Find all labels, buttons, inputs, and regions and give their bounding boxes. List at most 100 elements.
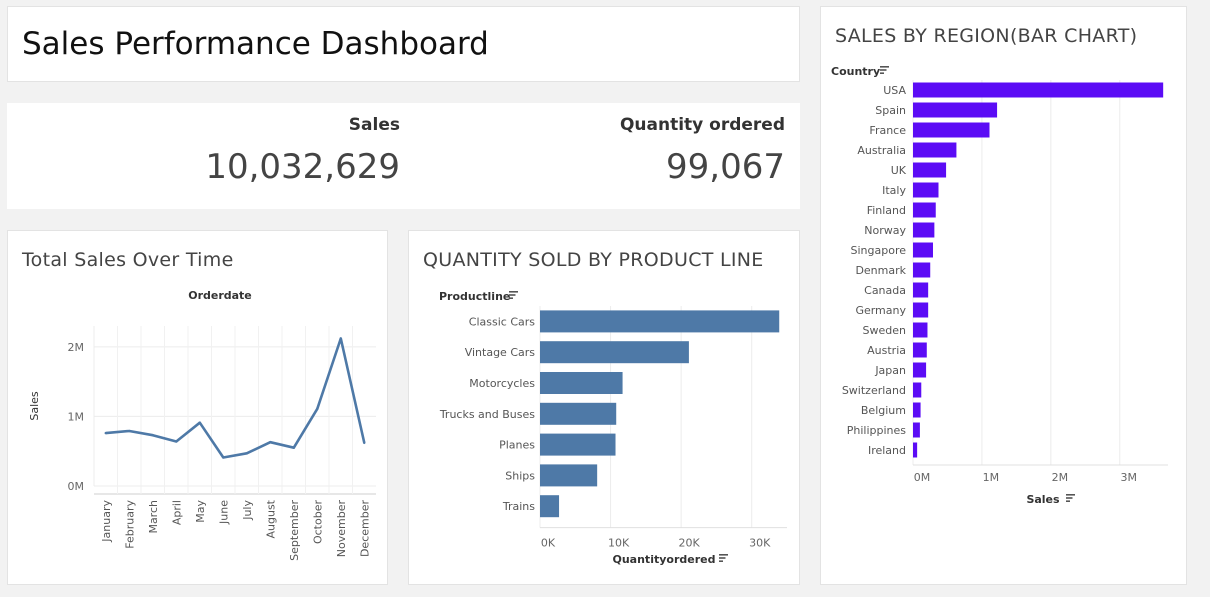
sales-by-region-panel: SALES BY REGION(BAR CHART) Country 0M 1M 2M… xyxy=(820,6,1187,585)
product-bar xyxy=(540,464,598,487)
line-chart-x-tick-label: February xyxy=(123,500,136,549)
region-chart-x-tick-label: 1M xyxy=(983,471,1000,484)
region-bar xyxy=(913,362,927,378)
region-bar xyxy=(913,342,927,358)
region-chart-category-label: Australia xyxy=(857,144,906,157)
region-bar xyxy=(913,182,939,198)
region-chart-category-label: Singapore xyxy=(851,244,907,257)
product-line-panel: QUANTITY SOLD BY PRODUCT LINE Productlin… xyxy=(408,230,800,585)
product-chart-x-tick-label: 20K xyxy=(679,537,701,550)
line-chart-x-tick-label: June xyxy=(217,500,230,525)
sales-by-region-chart[interactable]: Country 0M 1M 2M 3M USA Spain France Australia UK… xyxy=(821,7,1186,584)
sales-line-point xyxy=(316,407,319,410)
region-chart-header: Country xyxy=(831,65,880,78)
region-axis-sort-icon-bar xyxy=(1066,497,1073,499)
sales-line-point xyxy=(104,431,107,435)
region-bar xyxy=(913,322,928,338)
product-chart-header: Productline xyxy=(439,290,510,303)
product-chart-category-label: Classic Cars xyxy=(469,315,535,328)
kpi-panel: Sales 10,032,629 Quantity ordered 99,067 xyxy=(7,103,800,209)
line-chart-header: Orderdate xyxy=(188,289,252,302)
region-bar xyxy=(913,442,918,458)
product-axis-sort-icon-bar xyxy=(719,557,726,559)
line-chart-x-tick-label: August xyxy=(264,499,277,538)
product-line-chart[interactable]: Productline 0K 10K 20K 30K Classic Cars Vintag… xyxy=(409,231,799,584)
product-bar xyxy=(540,310,780,333)
line-chart-x-tick-label: September xyxy=(288,500,301,561)
region-chart-category-label: Ireland xyxy=(868,444,906,457)
region-bar xyxy=(913,302,929,318)
line-chart-x-tick-label: November xyxy=(335,500,348,558)
region-bar xyxy=(913,102,998,118)
region-bar xyxy=(913,162,947,178)
region-bar xyxy=(913,382,922,398)
region-header-sort-icon-bar xyxy=(880,72,884,74)
region-chart-category-label: Austria xyxy=(867,344,906,357)
region-axis-sort-icon xyxy=(1066,494,1075,502)
product-chart-category-label: Motorcycles xyxy=(469,377,535,390)
line-chart-x-tick-label: January xyxy=(100,500,113,543)
product-chart-category-label: Vintage Cars xyxy=(465,346,536,359)
region-chart-category-label: Italy xyxy=(882,184,906,197)
quantity-kpi-value: 99,067 xyxy=(666,147,785,187)
sales-line-point xyxy=(363,441,366,445)
product-bar xyxy=(540,402,617,425)
product-bar xyxy=(540,341,689,364)
region-chart-category-label: USA xyxy=(883,84,906,97)
sales-line-point xyxy=(175,440,178,443)
sales-over-time-chart[interactable]: Orderdate Sales 0M 1M 2M January February March… xyxy=(8,231,387,584)
region-chart-category-label: Spain xyxy=(875,104,906,117)
product-bar xyxy=(540,433,616,456)
region-axis-sort-icon-bar xyxy=(1066,500,1070,502)
region-chart-category-label: Philippines xyxy=(847,424,907,437)
line-chart-x-tick-label: April xyxy=(170,500,183,525)
region-chart-x-tick-label: 2M xyxy=(1052,471,1069,484)
line-chart-y-tick-label: 0M xyxy=(68,480,85,493)
sales-line-point xyxy=(292,446,295,449)
region-bar xyxy=(913,202,936,218)
region-chart-category-label: Norway xyxy=(864,224,906,237)
region-chart-category-label: Belgium xyxy=(861,404,906,417)
region-bar xyxy=(913,82,1164,98)
region-header-sort-icon-bar xyxy=(880,69,887,71)
product-axis-sort-icon-bar xyxy=(719,560,723,562)
region-bar xyxy=(913,222,935,238)
region-chart-x-axis-label: Sales xyxy=(1026,493,1060,506)
line-chart-y-axis-label: Sales xyxy=(28,391,41,421)
product-header-sort-icon-bar xyxy=(509,294,516,296)
line-chart-x-tick-label: March xyxy=(147,500,160,534)
product-header-sort-icon-bar xyxy=(509,291,518,293)
product-chart-x-tick-label: 0K xyxy=(541,537,556,550)
region-header-sort-icon xyxy=(880,66,889,74)
line-chart-y-tick-label: 1M xyxy=(68,410,85,423)
sales-line-point xyxy=(269,440,272,444)
sales-line-point xyxy=(151,434,154,437)
region-chart-category-label: Switzerland xyxy=(842,384,906,397)
product-chart-x-tick-label: 30K xyxy=(749,537,771,550)
region-chart-category-label: France xyxy=(869,124,906,137)
product-bar xyxy=(540,495,560,518)
sales-over-time-panel: Total Sales Over Time Orderdate Sales 0M 1M… xyxy=(7,230,388,585)
product-axis-sort-icon xyxy=(719,554,728,562)
region-bar xyxy=(913,422,920,438)
product-chart-category-label: Planes xyxy=(499,439,535,452)
region-chart-category-label: Japan xyxy=(874,364,906,377)
sales-line-point xyxy=(222,456,225,459)
product-header-sort-icon xyxy=(509,291,518,299)
product-bar xyxy=(540,372,623,394)
region-chart-category-label: Canada xyxy=(864,284,906,297)
sales-line-point xyxy=(339,337,342,340)
region-bar xyxy=(913,402,921,418)
region-chart-title: SALES BY REGION(BAR CHART) xyxy=(835,25,1138,47)
region-chart-category-label: Sweden xyxy=(863,324,906,337)
line-chart-y-tick-label: 2M xyxy=(68,341,85,354)
region-bar xyxy=(913,122,990,138)
region-bar xyxy=(913,262,931,278)
product-chart-x-axis-label: Quantityordered xyxy=(613,553,716,566)
line-chart-x-tick-label: July xyxy=(241,500,254,521)
region-chart-category-label: Finland xyxy=(867,204,906,217)
region-bar xyxy=(913,282,929,298)
line-chart-x-tick-label: May xyxy=(194,500,207,523)
sales-kpi-value: 10,032,629 xyxy=(205,147,400,187)
quantity-kpi-label: Quantity ordered xyxy=(619,115,785,135)
